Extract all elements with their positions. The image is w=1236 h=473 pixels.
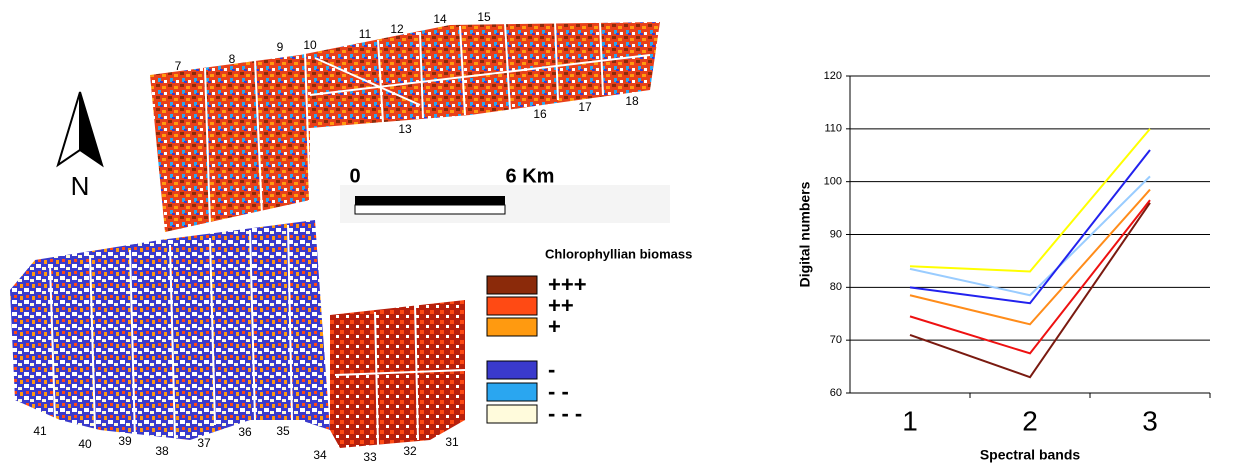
- field-label: 12: [390, 22, 404, 36]
- field-label: 8: [229, 52, 236, 66]
- line-chart: 60 70 80 90 100 110 120 1 2 3 Spectral bands Digita…: [797, 70, 1210, 463]
- x-tick-label: 3: [1142, 405, 1158, 436]
- x-axis-label: Spectral bands: [980, 447, 1081, 463]
- field-label: 31: [445, 435, 459, 449]
- field-label: 34: [313, 448, 327, 462]
- figure: N 0 6 Km Chlorophyllian biomass 78910111…: [0, 0, 1236, 468]
- scale-label: 0: [349, 165, 360, 187]
- field-label: 33: [363, 450, 377, 464]
- field-label: 40: [78, 437, 92, 451]
- map: N 0 6 Km Chlorophyllian biomass 7 8 9 10 11 1…: [10, 10, 692, 464]
- legend-label: +: [548, 314, 561, 339]
- y-tick-label: 80: [830, 281, 842, 293]
- y-tick-label: 60: [830, 387, 842, 399]
- y-axis-label: Digital numbers: [797, 181, 813, 287]
- legend-swatch: [487, 318, 537, 336]
- field-label: 15: [477, 10, 491, 24]
- legend-swatch: [487, 361, 537, 379]
- y-tick-label: 70: [830, 334, 842, 346]
- y-tick-label: 110: [824, 123, 842, 135]
- field-label: 38: [155, 444, 169, 458]
- y-tick-label: 120: [824, 70, 842, 82]
- legend-swatch: [487, 383, 537, 401]
- series-line: [910, 176, 1150, 295]
- legend-swatch: [487, 297, 537, 315]
- field-label: 18: [625, 94, 639, 108]
- scale-bar: [355, 196, 505, 205]
- field-label: 13: [398, 122, 412, 136]
- field-label: 9: [277, 40, 284, 54]
- field-label: 10: [303, 38, 317, 52]
- field-label: 37: [197, 436, 211, 450]
- legend-label: - - -: [548, 401, 582, 426]
- scale-bar: [355, 205, 505, 214]
- x-tick-label: 2: [1022, 405, 1038, 436]
- field-label: 32: [403, 444, 417, 458]
- series-line: [910, 129, 1150, 272]
- north-arrow: N: [58, 92, 102, 201]
- legend-swatch: [487, 405, 537, 423]
- x-tick-label: 1: [902, 405, 918, 436]
- y-tick-label: 90: [830, 228, 842, 240]
- north-label: N: [71, 171, 90, 201]
- field-label: 11: [359, 27, 372, 41]
- legend-title: Chlorophyllian biomass: [545, 246, 692, 261]
- field-label: 41: [33, 424, 47, 438]
- field-label: 7: [175, 59, 182, 73]
- field-label: 16: [533, 107, 547, 121]
- field-label: 14: [433, 12, 447, 26]
- legend-swatch: [487, 276, 537, 294]
- field-label: 17: [578, 100, 592, 114]
- scale-label: 6 Km: [506, 165, 555, 187]
- field-label: 39: [118, 434, 132, 448]
- field-label: 35: [276, 424, 290, 438]
- y-tick-label: 100: [824, 176, 842, 188]
- field-label: 36: [238, 425, 252, 439]
